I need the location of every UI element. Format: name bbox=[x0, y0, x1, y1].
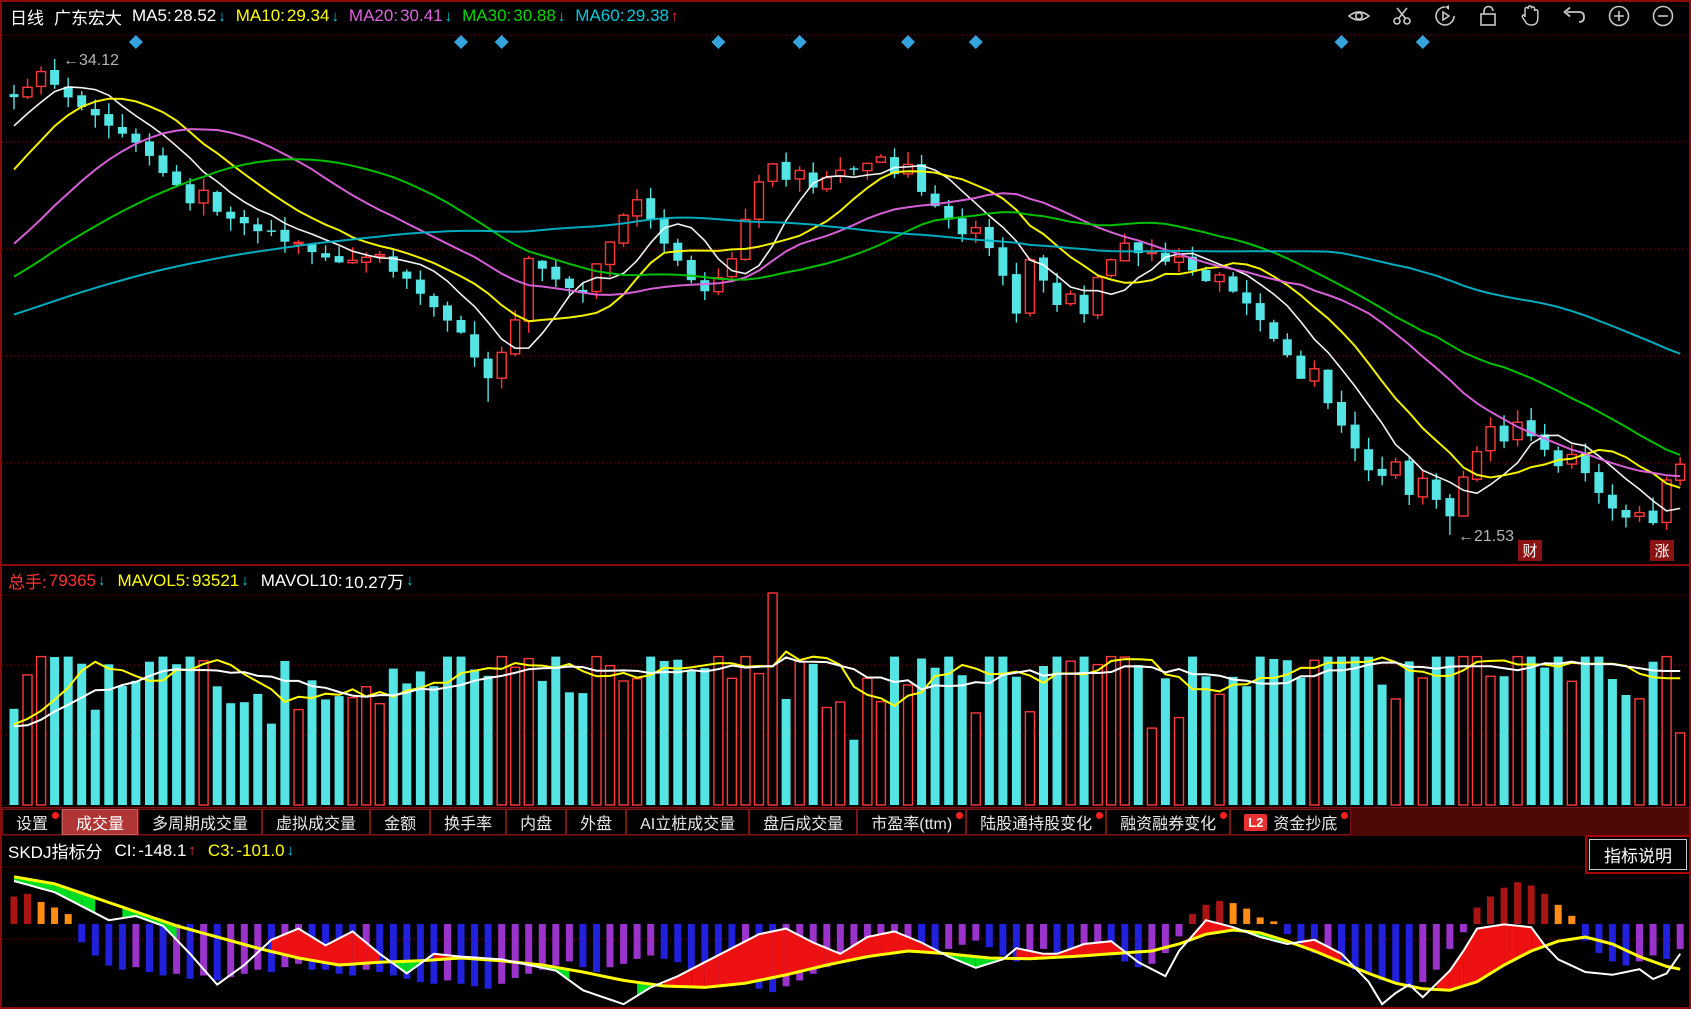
tab-margin-trading[interactable]: 融资融券变化 bbox=[1106, 809, 1231, 835]
notification-dot bbox=[1341, 812, 1349, 819]
tab-volume[interactable]: 成交量 bbox=[62, 809, 139, 835]
lock-icon[interactable] bbox=[1477, 4, 1499, 28]
svg-text:←34.12: ←34.12 bbox=[63, 52, 119, 69]
tab-after-hours-volume[interactable]: 盘后成交量 bbox=[749, 809, 858, 835]
tab-multi-period-volume[interactable]: 多周期成交量 bbox=[138, 809, 263, 835]
tab-virtual-volume[interactable]: 虚拟成交量 bbox=[262, 809, 371, 835]
mavol10-readout: MAVOL10: 10.27万 ↓ bbox=[260, 570, 414, 593]
toolbar bbox=[1347, 4, 1689, 28]
indicator-help-frame: 指标说明 bbox=[1585, 835, 1689, 874]
ci-readout: CI: -148.1 ↑ bbox=[114, 840, 196, 860]
tab-amount[interactable]: 金额 bbox=[370, 809, 431, 835]
caixun-badge[interactable]: 财 bbox=[1518, 540, 1542, 561]
skdj-title: SKDJ指标分 bbox=[8, 843, 103, 862]
tab-northbound-holdings[interactable]: 陆股通持股变化 bbox=[966, 809, 1107, 835]
period-label: 日线 bbox=[10, 8, 44, 28]
hand-icon[interactable] bbox=[1519, 4, 1541, 28]
down-arrow-icon: ↓ bbox=[218, 7, 226, 25]
undo-icon[interactable] bbox=[1561, 6, 1587, 26]
notification-dot bbox=[956, 812, 964, 819]
eye-icon[interactable] bbox=[1347, 5, 1371, 27]
tab-ai-volume[interactable]: AI立桩成交量 bbox=[626, 809, 750, 835]
total-hands-readout: 总手: 79365 ↓ bbox=[8, 570, 106, 593]
notification-dot bbox=[1096, 812, 1104, 819]
tab-outer-disc[interactable]: 外盘 bbox=[566, 809, 627, 835]
ma10-readout: MA10: 29.34 ↓ bbox=[235, 6, 339, 25]
replay-icon[interactable] bbox=[1433, 4, 1457, 28]
zoom-in-icon[interactable] bbox=[1607, 4, 1631, 28]
ma60-readout: MA60: 29.38 ↑ bbox=[575, 6, 679, 25]
tab-inner-disc[interactable]: 内盘 bbox=[506, 809, 567, 835]
notification-dot bbox=[52, 812, 60, 819]
volume-header: 总手: 79365 ↓ MAVOL5: 93521 ↓ MAVOL10: 10.… bbox=[8, 568, 414, 593]
price-header-bar: 日线 广东宏大 MA5: 28.52 ↓ MA10: 29.34 ↓ MA20:… bbox=[2, 2, 1689, 30]
price-candlestick-chart: ←34.12 ←21.53 bbox=[2, 34, 1689, 545]
c3-readout: C3: -101.0 ↓ bbox=[207, 840, 295, 860]
down-arrow-icon: ↓ bbox=[241, 572, 249, 589]
svg-text:←21.53: ←21.53 bbox=[1458, 528, 1514, 545]
symbol-name: 广东宏大 bbox=[54, 8, 122, 28]
ma30-readout: MA30: 30.88 ↓ bbox=[462, 6, 566, 25]
up-arrow-icon: ↑ bbox=[670, 7, 679, 25]
l2-badge: L2 bbox=[1244, 813, 1268, 831]
notification-dot bbox=[1220, 812, 1228, 819]
tab-turnover-rate[interactable]: 换手率 bbox=[430, 809, 507, 835]
up-arrow-icon: ↑ bbox=[188, 842, 196, 859]
mavol5-readout: MAVOL5: 93521 ↓ bbox=[117, 570, 249, 590]
down-arrow-icon: ↓ bbox=[557, 7, 566, 25]
down-arrow-icon: ↓ bbox=[98, 572, 106, 589]
down-arrow-icon: ↓ bbox=[286, 842, 295, 859]
skdj-indicator-chart bbox=[2, 866, 1689, 1006]
ma5-readout: MA5: 28.52 ↓ bbox=[132, 6, 226, 25]
down-arrow-icon: ↓ bbox=[406, 572, 414, 589]
down-arrow-icon: ↓ bbox=[444, 7, 453, 25]
zhangting-badge[interactable]: 涨 bbox=[1650, 540, 1674, 561]
scissors-icon[interactable] bbox=[1391, 5, 1413, 27]
tab-fund-bottom-fishing[interactable]: L2 资金抄底 bbox=[1230, 809, 1352, 835]
zoom-out-icon[interactable] bbox=[1651, 4, 1675, 28]
indicator-tabbar: 设置 成交量 多周期成交量 虚拟成交量 金额 换手率 内盘 外盘 AI立桩成交量… bbox=[2, 807, 1689, 836]
tab-pe-ttm[interactable]: 市盈率(ttm) bbox=[857, 809, 967, 835]
ma20-readout: MA20: 30.41 ↓ bbox=[348, 6, 453, 25]
price-header-left: 日线 广东宏大 MA5: 28.52 ↓ MA10: 29.34 ↓ MA20:… bbox=[2, 4, 678, 29]
indicator-help-button[interactable]: 指标说明 bbox=[1589, 839, 1687, 870]
down-arrow-icon: ↓ bbox=[331, 7, 339, 25]
tab-settings[interactable]: 设置 bbox=[2, 809, 63, 835]
volume-bar-chart bbox=[2, 564, 1689, 806]
skdj-header: SKDJ指标分 CI: -148.1 ↑ C3: -101.0 ↓ bbox=[8, 838, 294, 863]
